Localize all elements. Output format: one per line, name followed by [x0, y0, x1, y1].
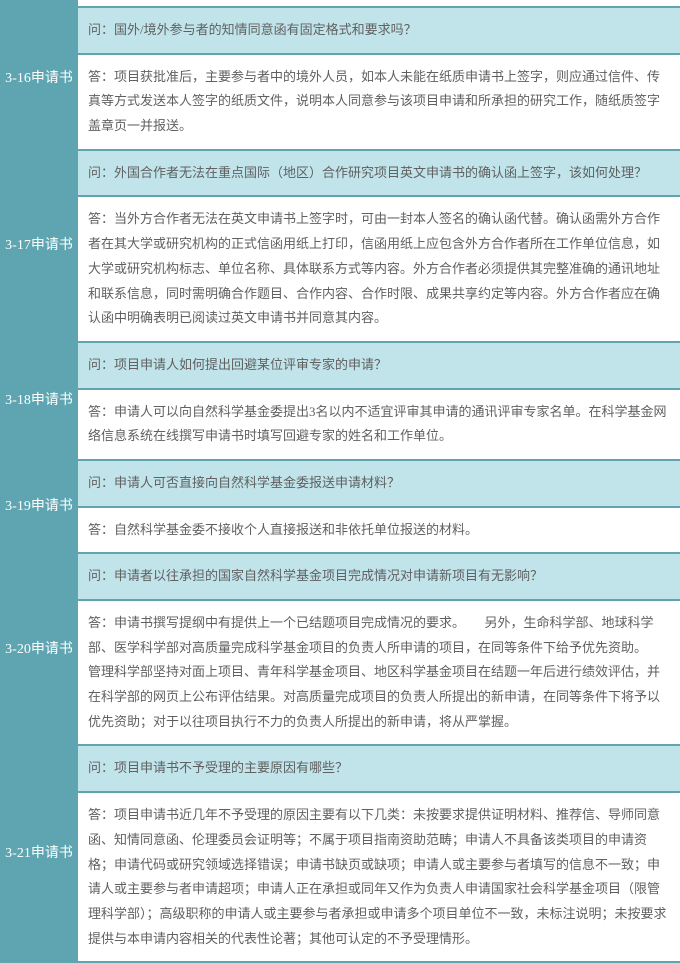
faq-table: 3-16申请书问：国外/境外参与者的知情同意函有固定格式和要求吗？答：项目获批准… [0, 0, 680, 963]
question: 问：申请者以往承担的国家自然科学基金项目完成情况对申请新项目有无影响？ [78, 554, 680, 601]
question: 问：国外/境外参与者的知情同意函有固定格式和要求吗？ [78, 8, 680, 55]
row-label: 3-20申请书 [0, 554, 78, 744]
row-label: 3-21申请书 [0, 746, 78, 961]
question: 问：申请人可否直接向自然科学基金委报送申请材料？ [78, 461, 680, 508]
answer: 答：项目申请书近几年不予受理的原因主要有以下几类：未按要求提供证明材料、推荐信、… [78, 793, 680, 961]
row-content: 问：项目申请人如何提出回避某位评审专家的申请？答：申请人可以向自然科学基金委提出… [78, 343, 680, 459]
row-content: 问：项目申请书不予受理的主要原因有哪些？答：项目申请书近几年不予受理的原因主要有… [78, 746, 680, 961]
row-label: 3-19申请书 [0, 461, 78, 552]
answer: 答：申请书撰写提纲中有提供上一个已结题项目完成情况的要求。 另外，生命科学部、地… [78, 601, 680, 744]
question: 问：外国合作者无法在重点国际（地区）合作研究项目英文申请书的确认函上签字，该如何… [78, 151, 680, 198]
faq-row: 3-20申请书问：申请者以往承担的国家自然科学基金项目完成情况对申请新项目有无影… [0, 554, 680, 746]
answer: 答：自然科学基金委不接收个人直接报送和非依托单位报送的材料。 [78, 508, 680, 553]
question: 问：项目申请人如何提出回避某位评审专家的申请？ [78, 343, 680, 390]
row-label: 3-18申请书 [0, 343, 78, 459]
header-strip [0, 0, 680, 8]
faq-row: 3-19申请书问：申请人可否直接向自然科学基金委报送申请材料？答：自然科学基金委… [0, 461, 680, 554]
row-content: 问：申请人可否直接向自然科学基金委报送申请材料？答：自然科学基金委不接收个人直接… [78, 461, 680, 552]
faq-row: 3-18申请书问：项目申请人如何提出回避某位评审专家的申请？答：申请人可以向自然… [0, 343, 680, 461]
question: 问：项目申请书不予受理的主要原因有哪些？ [78, 746, 680, 793]
faq-row: 3-16申请书问：国外/境外参与者的知情同意函有固定格式和要求吗？答：项目获批准… [0, 8, 680, 151]
answer: 答：当外方合作者无法在英文申请书上签字时，可由一封本人签名的确认函代替。确认函需… [78, 197, 680, 340]
faq-row: 3-17申请书问：外国合作者无法在重点国际（地区）合作研究项目英文申请书的确认函… [0, 151, 680, 343]
row-label: 3-16申请书 [0, 8, 78, 149]
answer: 答：项目获批准后，主要参与者中的境外人员，如本人未能在纸质申请书上签字，则应通过… [78, 55, 680, 149]
row-label: 3-17申请书 [0, 151, 78, 341]
answer: 答：申请人可以向自然科学基金委提出3名以内不适宜评审其申请的通讯评审专家名单。在… [78, 390, 680, 459]
row-content: 问：外国合作者无法在重点国际（地区）合作研究项目英文申请书的确认函上签字，该如何… [78, 151, 680, 341]
faq-row: 3-21申请书问：项目申请书不予受理的主要原因有哪些？答：项目申请书近几年不予受… [0, 746, 680, 963]
row-content: 问：申请者以往承担的国家自然科学基金项目完成情况对申请新项目有无影响？答：申请书… [78, 554, 680, 744]
row-content: 问：国外/境外参与者的知情同意函有固定格式和要求吗？答：项目获批准后，主要参与者… [78, 8, 680, 149]
